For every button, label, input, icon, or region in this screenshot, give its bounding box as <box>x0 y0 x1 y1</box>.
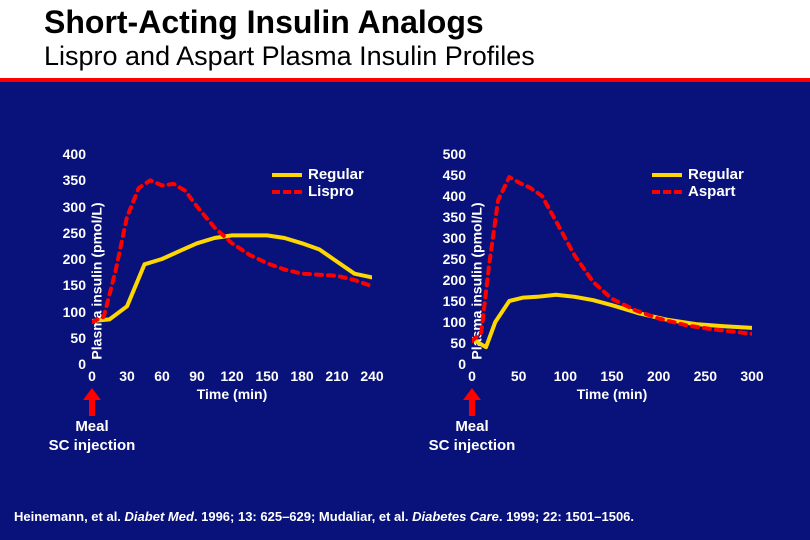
legend: RegularAspart <box>652 166 744 200</box>
y-tick: 250 <box>434 251 466 267</box>
citation: Heinemann, et al. Diabet Med. 1996; 13: … <box>14 509 634 524</box>
legend-swatch <box>652 173 682 177</box>
y-tick: 450 <box>434 167 466 183</box>
x-tick: 100 <box>549 368 581 384</box>
meal-annotation: MealSC injection <box>32 418 152 456</box>
y-tick: 150 <box>434 293 466 309</box>
legend-label: Regular <box>688 166 744 183</box>
y-tick: 300 <box>434 230 466 246</box>
legend-swatch <box>272 173 302 177</box>
y-tick: 200 <box>434 272 466 288</box>
citation-part: Diabetes Care <box>412 509 499 524</box>
series-aspart <box>472 177 752 341</box>
arrow-up-icon <box>81 388 103 416</box>
series-regular <box>472 295 752 348</box>
y-tick: 150 <box>54 277 86 293</box>
y-tick: 50 <box>434 335 466 351</box>
y-tick: 100 <box>434 314 466 330</box>
x-tick: 150 <box>251 368 283 384</box>
y-tick: 250 <box>54 225 86 241</box>
x-tick: 0 <box>456 368 488 384</box>
x-tick: 240 <box>356 368 388 384</box>
y-tick: 200 <box>54 251 86 267</box>
citation-part: Heinemann, et al. <box>14 509 125 524</box>
y-tick: 350 <box>434 209 466 225</box>
legend-label: Lispro <box>308 183 354 200</box>
y-tick: 300 <box>54 199 86 215</box>
y-tick: 50 <box>54 330 86 346</box>
x-tick: 150 <box>596 368 628 384</box>
right-chart-panel: Plasma insulin (pmol/L)05010015020025030… <box>416 146 776 416</box>
x-tick: 210 <box>321 368 353 384</box>
series-regular <box>92 235 372 321</box>
y-tick: 100 <box>54 304 86 320</box>
x-tick: 250 <box>689 368 721 384</box>
header-divider <box>0 78 810 82</box>
meal-line1: Meal <box>32 418 152 437</box>
x-axis-label: Time (min) <box>577 386 648 440</box>
x-tick: 60 <box>146 368 178 384</box>
y-tick: 400 <box>434 188 466 204</box>
citation-part: . 1996; 13: 625–629; Mudaliar, et al. <box>194 509 412 524</box>
slide-root: Short-Acting Insulin Analogs Lispro and … <box>0 0 810 540</box>
slide-title: Short-Acting Insulin Analogs <box>44 4 810 41</box>
citation-part: Diabet Med <box>125 509 194 524</box>
slide-subtitle: Lispro and Aspart Plasma Insulin Profile… <box>44 41 810 72</box>
y-tick: 350 <box>54 172 86 188</box>
charts-area: Plasma insulin (pmol/L)05010015020025030… <box>36 146 792 436</box>
x-tick: 120 <box>216 368 248 384</box>
x-tick: 30 <box>111 368 143 384</box>
citation-part: . 1999; 22: 1501–1506. <box>499 509 634 524</box>
x-axis-label: Time (min) <box>197 386 268 440</box>
legend-swatch <box>652 190 682 194</box>
meal-annotation: MealSC injection <box>412 418 532 456</box>
legend-row: Regular <box>652 166 744 183</box>
legend-row: Regular <box>272 166 364 183</box>
x-tick: 0 <box>76 368 108 384</box>
series-lispro <box>92 180 372 322</box>
legend-row: Aspart <box>652 183 744 200</box>
y-tick: 500 <box>434 146 466 162</box>
x-tick: 300 <box>736 368 768 384</box>
x-tick: 50 <box>503 368 535 384</box>
legend-swatch <box>272 190 302 194</box>
legend-label: Aspart <box>688 183 736 200</box>
x-tick: 200 <box>643 368 675 384</box>
left-chart-panel: Plasma insulin (pmol/L)05010015020025030… <box>36 146 396 416</box>
meal-line1: Meal <box>412 418 532 437</box>
header: Short-Acting Insulin Analogs Lispro and … <box>0 0 810 78</box>
meal-line2: SC injection <box>412 437 532 456</box>
legend-label: Regular <box>308 166 364 183</box>
x-tick: 90 <box>181 368 213 384</box>
arrow-up-icon <box>461 388 483 416</box>
x-tick: 180 <box>286 368 318 384</box>
y-tick: 400 <box>54 146 86 162</box>
meal-line2: SC injection <box>32 437 152 456</box>
legend-row: Lispro <box>272 183 364 200</box>
legend: RegularLispro <box>272 166 364 200</box>
